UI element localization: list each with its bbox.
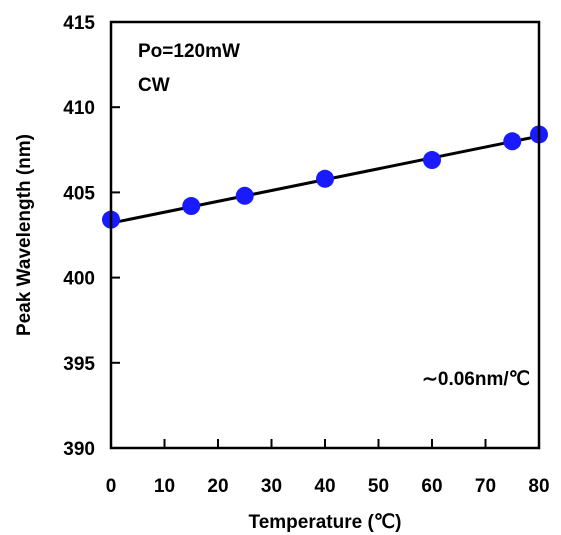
y-tick-label: 410 — [63, 98, 95, 119]
power-condition-label: Po=120mW — [138, 41, 240, 62]
data-point — [503, 132, 522, 151]
y-tick-label: 405 — [63, 183, 95, 204]
y-tick-label: 395 — [63, 354, 95, 375]
x-tick-label: 40 — [314, 476, 335, 497]
x-tick-label: 0 — [106, 476, 117, 497]
data-point — [182, 197, 201, 216]
x-tick-label: 20 — [207, 476, 228, 497]
x-axis-ticks — [110, 439, 540, 448]
data-point — [423, 151, 441, 170]
y-tick-label: 400 — [63, 269, 95, 290]
mode-condition-label: CW — [138, 75, 170, 96]
y-axis-ticks — [111, 21, 120, 449]
x-tick-label: 10 — [154, 476, 175, 497]
x-tick-label: 50 — [368, 476, 389, 497]
data-points — [102, 125, 548, 229]
data-point — [235, 186, 254, 205]
x-tick-label: 30 — [261, 476, 282, 497]
y-tick-label: 390 — [63, 439, 95, 460]
x-tick-label: 60 — [421, 476, 442, 497]
data-point — [316, 169, 334, 188]
plot-area-frame — [109, 20, 541, 450]
x-axis-tick-labels: 0 10 20 30 40 50 60 70 80 — [106, 476, 550, 497]
x-axis-title: Temperature (℃) — [249, 512, 402, 533]
y-axis-title: Peak Wavelength (nm) — [14, 134, 35, 336]
x-tick-label: 80 — [528, 476, 549, 497]
x-tick-label: 70 — [475, 476, 496, 497]
y-axis-tick-labels: 390 395 400 405 410 415 — [63, 13, 95, 460]
slope-annotation: ∼0.06nm/℃ — [422, 369, 530, 390]
y-tick-label: 415 — [63, 13, 95, 34]
